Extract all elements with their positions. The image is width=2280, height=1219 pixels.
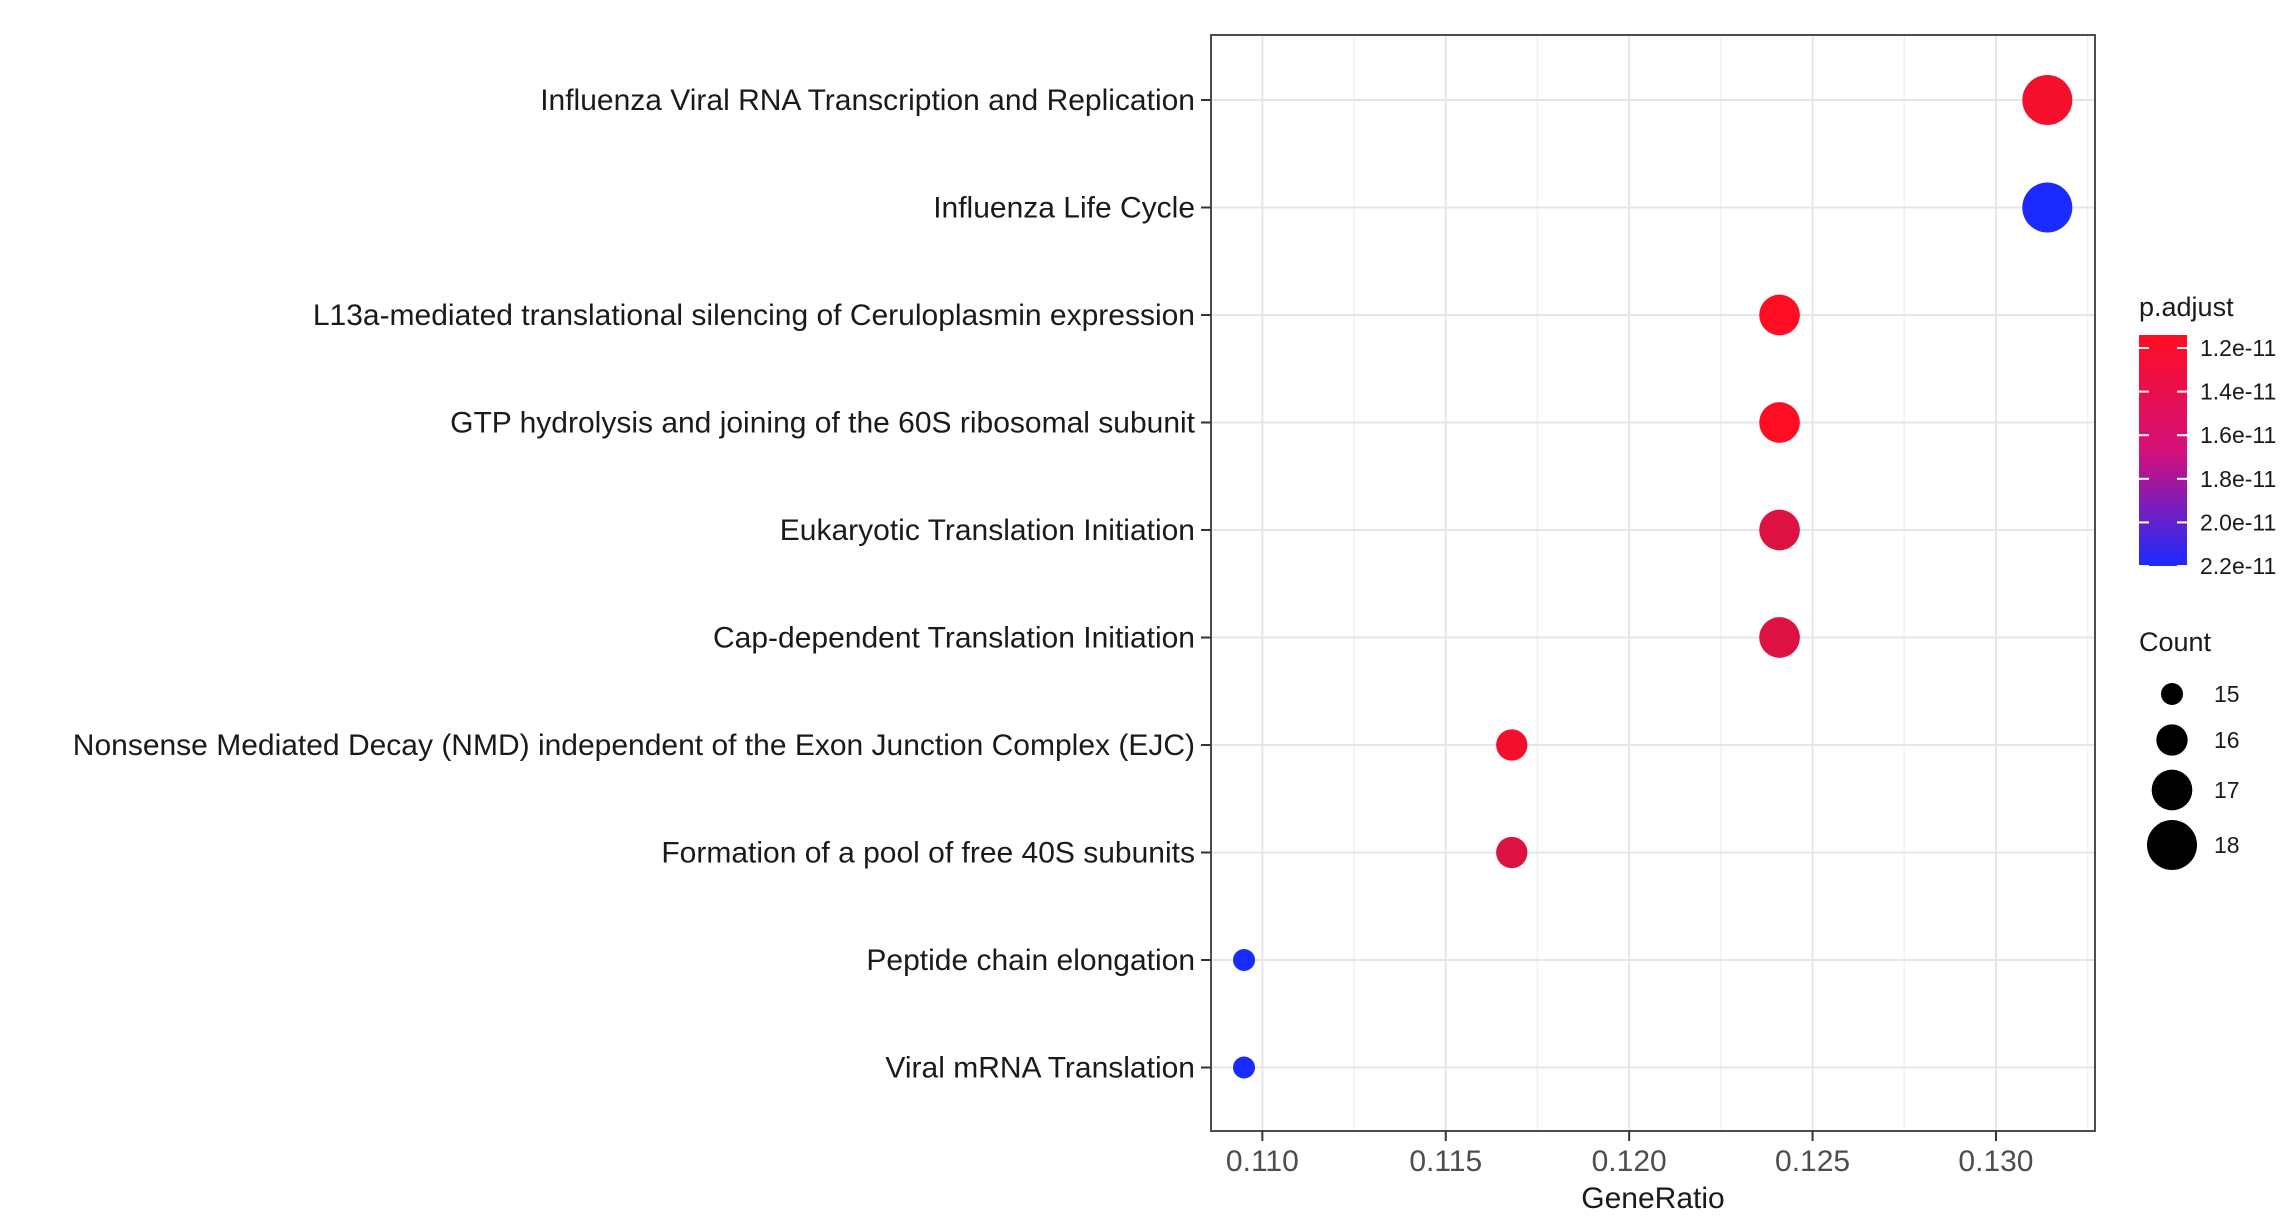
data-point bbox=[1759, 617, 1800, 658]
size-legend-key bbox=[2161, 683, 2183, 705]
y-tick-label: L13a-mediated translational silencing of… bbox=[313, 299, 1195, 332]
data-points bbox=[1233, 75, 2073, 1079]
data-point bbox=[2022, 75, 2073, 125]
data-point bbox=[1759, 509, 1800, 551]
size-legend: Count 15 16 17 18 bbox=[2139, 627, 2240, 870]
data-point bbox=[1759, 402, 1800, 443]
color-legend-ticks: 1.2e-11 1.4e-11 1.6e-11 1.8e-11 2.0e-11 2.2e-… bbox=[2139, 335, 2276, 579]
plot-panel bbox=[1211, 35, 2095, 1131]
y-tick-label: Cap-dependent Translation Initiation bbox=[713, 622, 1195, 655]
data-point bbox=[1233, 949, 1256, 971]
color-legend-title: p.adjust bbox=[2139, 292, 2234, 322]
x-tick-label: 0.130 bbox=[1958, 1145, 2033, 1178]
color-legend-label: 2.2e-11 bbox=[2200, 553, 2276, 579]
color-legend-label: 1.6e-11 bbox=[2200, 422, 2276, 448]
size-legend-label: 16 bbox=[2214, 727, 2240, 753]
color-legend-label: 1.8e-11 bbox=[2200, 466, 2276, 492]
plot-border bbox=[1210, 34, 2096, 1132]
size-legend-items: 15 16 17 18 bbox=[2147, 681, 2240, 870]
size-legend-label: 15 bbox=[2214, 681, 2240, 707]
x-axis-title: GeneRatio bbox=[1581, 1182, 1724, 1214]
y-tick-label: Influenza Viral RNA Transcription and Re… bbox=[540, 84, 1195, 117]
color-legend-label: 2.0e-11 bbox=[2200, 509, 2276, 535]
y-tick-label: Viral mRNA Translation bbox=[885, 1052, 1195, 1085]
y-tick-label: Peptide chain elongation bbox=[866, 944, 1195, 977]
x-axis: 0.110 0.115 0.120 0.125 0.130 bbox=[1226, 1131, 2034, 1178]
grid-lines bbox=[1211, 35, 2095, 1131]
data-point bbox=[1759, 294, 1800, 336]
data-point bbox=[1496, 836, 1528, 869]
color-legend: p.adjust 1.2e-11 1.4e-11 1.6e-11 1.8e-11 2.0… bbox=[2139, 292, 2276, 579]
y-tick-label: Influenza Life Cycle bbox=[933, 192, 1195, 225]
data-point bbox=[1496, 729, 1528, 761]
color-legend-label: 1.4e-11 bbox=[2200, 379, 2276, 405]
size-legend-key bbox=[2156, 724, 2188, 756]
data-point bbox=[1233, 1056, 1256, 1079]
size-legend-label: 18 bbox=[2214, 832, 2240, 858]
y-tick-label: Nonsense Mediated Decay (NMD) independen… bbox=[73, 729, 1195, 762]
y-axis: Influenza Viral RNA Transcription and Re… bbox=[73, 84, 1211, 1085]
x-tick-label: 0.115 bbox=[1409, 1145, 1482, 1178]
color-legend-label: 1.2e-11 bbox=[2200, 335, 2276, 361]
color-legend-bar bbox=[2139, 335, 2187, 566]
size-legend-key bbox=[2151, 769, 2193, 811]
y-tick-label: GTP hydrolysis and joining of the 60S ri… bbox=[450, 407, 1196, 440]
size-legend-key bbox=[2147, 820, 2197, 870]
size-legend-title: Count bbox=[2139, 627, 2212, 657]
y-tick-label: Eukaryotic Translation Initiation bbox=[780, 514, 1195, 547]
data-point bbox=[2022, 182, 2073, 233]
x-tick-label: 0.110 bbox=[1226, 1145, 1299, 1178]
size-legend-label: 17 bbox=[2214, 777, 2240, 803]
x-tick-label: 0.125 bbox=[1775, 1145, 1850, 1178]
y-tick-label: Formation of a pool of free 40S subunits bbox=[661, 837, 1195, 870]
x-tick-label: 0.120 bbox=[1592, 1145, 1667, 1178]
